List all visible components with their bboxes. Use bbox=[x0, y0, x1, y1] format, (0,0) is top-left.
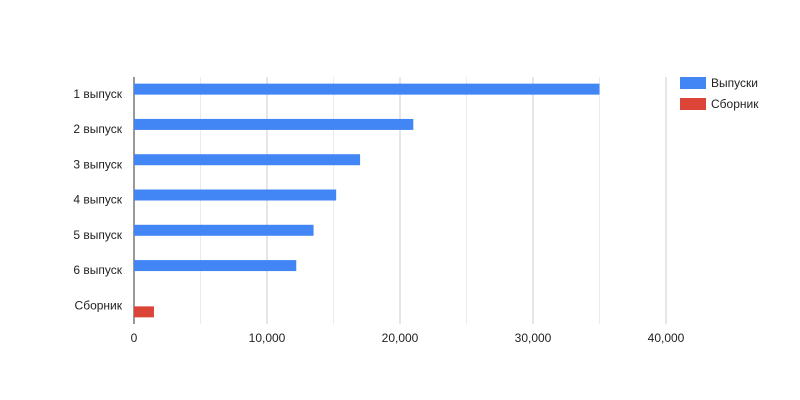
y-tick-label: 3 выпуск bbox=[73, 157, 122, 171]
x-tick-label: 0 bbox=[131, 331, 138, 345]
legend-swatch bbox=[680, 98, 706, 110]
bar bbox=[134, 306, 154, 318]
bar bbox=[134, 260, 297, 272]
x-tick-label: 40,000 bbox=[648, 331, 685, 345]
y-tick-label: Сборник bbox=[75, 299, 123, 313]
legend-label: Выпуски bbox=[711, 76, 758, 90]
x-tick-label: 30,000 bbox=[515, 331, 552, 345]
legend-swatch bbox=[680, 77, 706, 89]
y-tick-label: 2 выпуск bbox=[73, 122, 122, 136]
y-tick-label: 5 выпуск bbox=[73, 228, 122, 242]
x-tick-label: 10,000 bbox=[249, 331, 286, 345]
legend-label: Сборник bbox=[711, 97, 759, 111]
bar bbox=[134, 83, 600, 95]
y-tick-label: 4 выпуск bbox=[73, 193, 122, 207]
y-tick-label: 1 выпуск bbox=[73, 87, 122, 101]
x-tick-label: 20,000 bbox=[382, 331, 419, 345]
bar bbox=[134, 189, 337, 201]
bar bbox=[134, 118, 414, 130]
bar bbox=[134, 224, 314, 236]
bar bbox=[134, 154, 361, 166]
y-tick-label: 6 выпуск bbox=[73, 263, 122, 277]
